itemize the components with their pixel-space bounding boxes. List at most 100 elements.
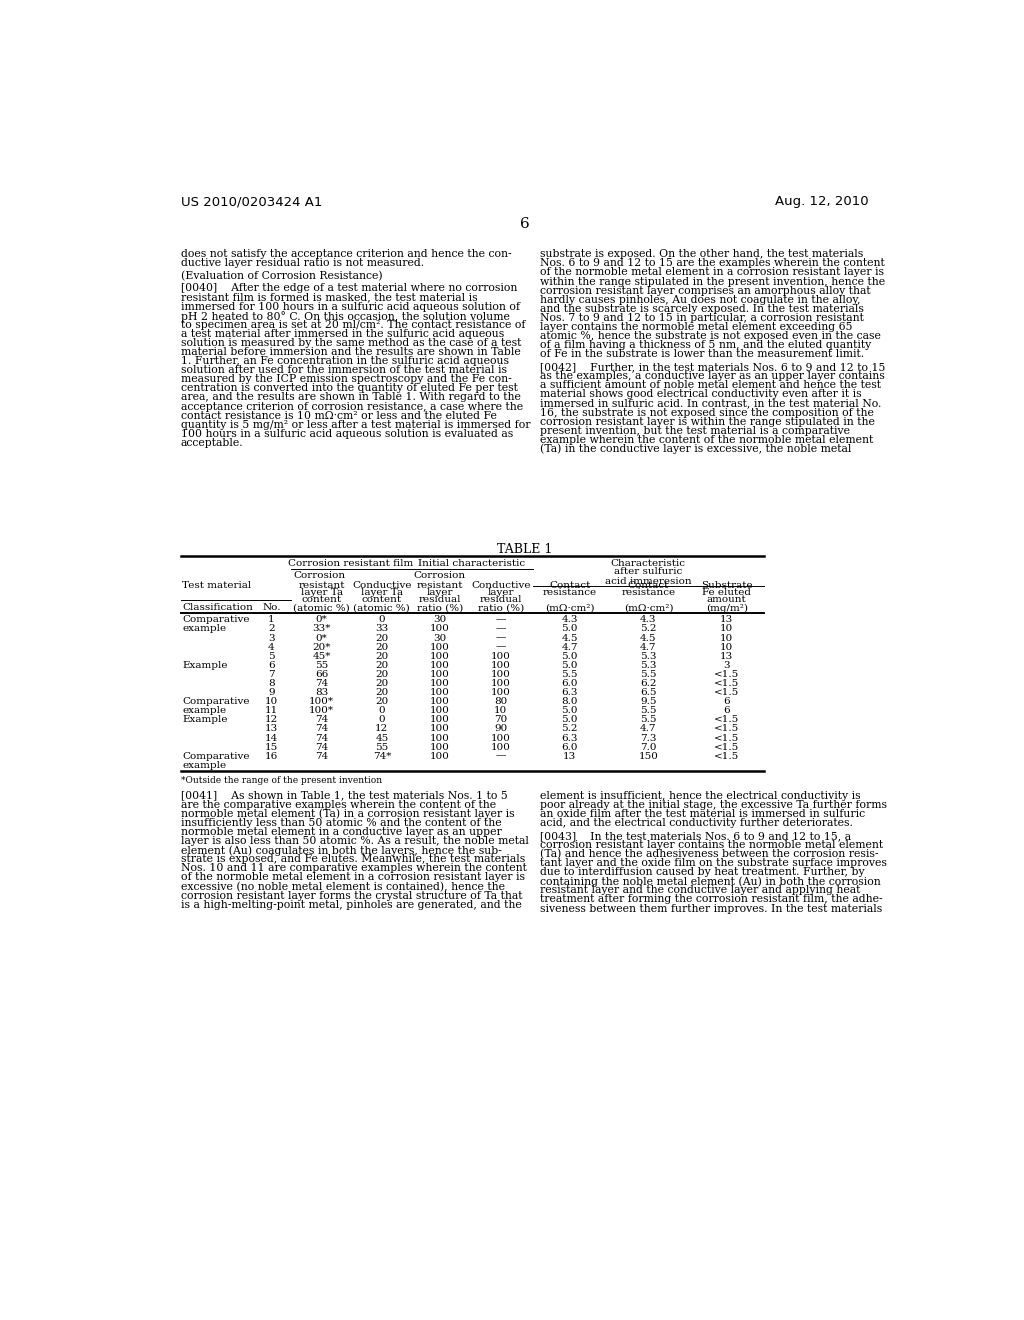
- Text: 100: 100: [490, 688, 511, 697]
- Text: TABLE 1: TABLE 1: [497, 544, 553, 557]
- Text: 20: 20: [375, 643, 388, 652]
- Text: 100: 100: [430, 715, 450, 725]
- Text: poor already at the initial stage, the excessive Ta further forms: poor already at the initial stage, the e…: [541, 800, 888, 809]
- Text: 2: 2: [268, 624, 274, 634]
- Text: 100: 100: [430, 624, 450, 634]
- Text: are the comparative examples wherein the content of the: are the comparative examples wherein the…: [180, 800, 496, 809]
- Text: material before immersion and the results are shown in Table: material before immersion and the result…: [180, 347, 520, 356]
- Text: 100*: 100*: [309, 706, 334, 715]
- Text: of the normoble metal element in a corrosion resistant layer is: of the normoble metal element in a corro…: [180, 873, 524, 883]
- Text: after sulfuric: after sulfuric: [614, 568, 682, 577]
- Text: Corrosion resistant film: Corrosion resistant film: [288, 558, 414, 568]
- Text: of Fe in the substrate is lower than the measurement limit.: of Fe in the substrate is lower than the…: [541, 350, 864, 359]
- Text: (mΩ·cm²): (mΩ·cm²): [545, 603, 595, 612]
- Text: 4.3: 4.3: [640, 615, 656, 624]
- Text: 100: 100: [430, 661, 450, 669]
- Text: substrate is exposed. On the other hand, the test materials: substrate is exposed. On the other hand,…: [541, 249, 863, 259]
- Text: <1.5: <1.5: [714, 678, 739, 688]
- Text: 11: 11: [265, 706, 278, 715]
- Text: Characteristic: Characteristic: [610, 558, 685, 568]
- Text: 12: 12: [265, 715, 278, 725]
- Text: Conductive: Conductive: [471, 581, 530, 590]
- Text: 0: 0: [379, 706, 385, 715]
- Text: 74: 74: [315, 743, 329, 751]
- Text: 0: 0: [379, 715, 385, 725]
- Text: 20: 20: [375, 671, 388, 678]
- Text: 5.0: 5.0: [561, 715, 578, 725]
- Text: containing the noble metal element (Au) in both the corrosion: containing the noble metal element (Au) …: [541, 876, 881, 887]
- Text: corrosion resistant layer forms the crystal structure of Ta that: corrosion resistant layer forms the crys…: [180, 891, 522, 900]
- Text: 20: 20: [375, 688, 388, 697]
- Text: Example: Example: [182, 661, 227, 669]
- Text: area, and the results are shown in Table 1. With regard to the: area, and the results are shown in Table…: [180, 392, 520, 403]
- Text: a sufficient amount of noble metal element and hence the test: a sufficient amount of noble metal eleme…: [541, 380, 882, 391]
- Text: hardly causes pinholes, Au does not coagulate in the alloy,: hardly causes pinholes, Au does not coag…: [541, 294, 861, 305]
- Text: (mΩ·cm²): (mΩ·cm²): [624, 603, 673, 612]
- Text: 100: 100: [430, 751, 450, 760]
- Text: 55: 55: [375, 743, 388, 751]
- Text: 33: 33: [375, 624, 388, 634]
- Text: Nos. 10 and 11 are comparative examples wherein the content: Nos. 10 and 11 are comparative examples …: [180, 863, 526, 874]
- Text: 6: 6: [723, 697, 730, 706]
- Text: corrosion resistant layer contains the normoble metal element: corrosion resistant layer contains the n…: [541, 840, 884, 850]
- Text: layer contains the normoble metal element exceeding 65: layer contains the normoble metal elemen…: [541, 322, 853, 331]
- Text: 6.2: 6.2: [640, 678, 656, 688]
- Text: amount: amount: [707, 595, 746, 605]
- Text: ratio (%): ratio (%): [417, 603, 463, 612]
- Text: 13: 13: [563, 751, 577, 760]
- Text: <1.5: <1.5: [714, 743, 739, 751]
- Text: a test material after immersed in the sulfuric acid aqueous: a test material after immersed in the su…: [180, 329, 504, 339]
- Text: 90: 90: [495, 725, 508, 734]
- Text: <1.5: <1.5: [714, 751, 739, 760]
- Text: 0*: 0*: [315, 615, 328, 624]
- Text: 8.0: 8.0: [561, 697, 578, 706]
- Text: 9: 9: [268, 688, 274, 697]
- Text: 6.0: 6.0: [561, 678, 578, 688]
- Text: Corrosion: Corrosion: [293, 572, 345, 579]
- Text: 13: 13: [720, 615, 733, 624]
- Text: 5.5: 5.5: [640, 715, 656, 725]
- Text: 0*: 0*: [315, 634, 328, 643]
- Text: Conductive: Conductive: [352, 581, 412, 590]
- Text: insufficiently less than 50 atomic % and the content of the: insufficiently less than 50 atomic % and…: [180, 818, 502, 828]
- Text: Classification: Classification: [182, 603, 253, 612]
- Text: 4: 4: [268, 643, 274, 652]
- Text: normoble metal element (Ta) in a corrosion resistant layer is: normoble metal element (Ta) in a corrosi…: [180, 809, 514, 820]
- Text: 100 hours in a sulfuric acid aqueous solution is evaluated as: 100 hours in a sulfuric acid aqueous sol…: [180, 429, 513, 438]
- Text: Comparative: Comparative: [182, 697, 250, 706]
- Text: acid, and the electrical conductivity further deteriorates.: acid, and the electrical conductivity fu…: [541, 818, 853, 828]
- Text: (mg/m²): (mg/m²): [706, 603, 748, 612]
- Text: 74: 74: [315, 725, 329, 734]
- Text: excessive (no noble metal element is contained), hence the: excessive (no noble metal element is con…: [180, 882, 505, 892]
- Text: layer Ta: layer Ta: [301, 589, 343, 597]
- Text: 74: 74: [315, 715, 329, 725]
- Text: layer Ta: layer Ta: [360, 589, 402, 597]
- Text: 5.3: 5.3: [640, 661, 656, 669]
- Text: ratio (%): ratio (%): [477, 603, 524, 612]
- Text: 15: 15: [265, 743, 278, 751]
- Text: 100: 100: [430, 725, 450, 734]
- Text: *Outside the range of the present invention: *Outside the range of the present invent…: [180, 776, 382, 785]
- Text: layer is also less than 50 atomic %. As a result, the noble metal: layer is also less than 50 atomic %. As …: [180, 836, 528, 846]
- Text: layer: layer: [427, 589, 454, 597]
- Text: 45: 45: [375, 734, 388, 743]
- Text: Contact: Contact: [628, 581, 669, 590]
- Text: residual: residual: [419, 595, 461, 605]
- Text: 3: 3: [268, 634, 274, 643]
- Text: example: example: [182, 706, 226, 715]
- Text: <1.5: <1.5: [714, 734, 739, 743]
- Text: solution is measured by the same method as the case of a test: solution is measured by the same method …: [180, 338, 521, 348]
- Text: element (Au) coagulates in both the layers, hence the sub-: element (Au) coagulates in both the laye…: [180, 845, 502, 855]
- Text: of the normoble metal element in a corrosion resistant layer is: of the normoble metal element in a corro…: [541, 268, 885, 277]
- Text: material shows good electrical conductivity even after it is: material shows good electrical conductiv…: [541, 389, 862, 400]
- Text: 100: 100: [490, 743, 511, 751]
- Text: 6.5: 6.5: [640, 688, 656, 697]
- Text: 4.5: 4.5: [640, 634, 656, 643]
- Text: <1.5: <1.5: [714, 715, 739, 725]
- Text: 5.2: 5.2: [561, 725, 578, 734]
- Text: resistance: resistance: [543, 589, 597, 597]
- Text: 5.5: 5.5: [561, 671, 578, 678]
- Text: 74*: 74*: [373, 751, 391, 760]
- Text: 20: 20: [375, 652, 388, 661]
- Text: ductive layer residual ratio is not measured.: ductive layer residual ratio is not meas…: [180, 259, 424, 268]
